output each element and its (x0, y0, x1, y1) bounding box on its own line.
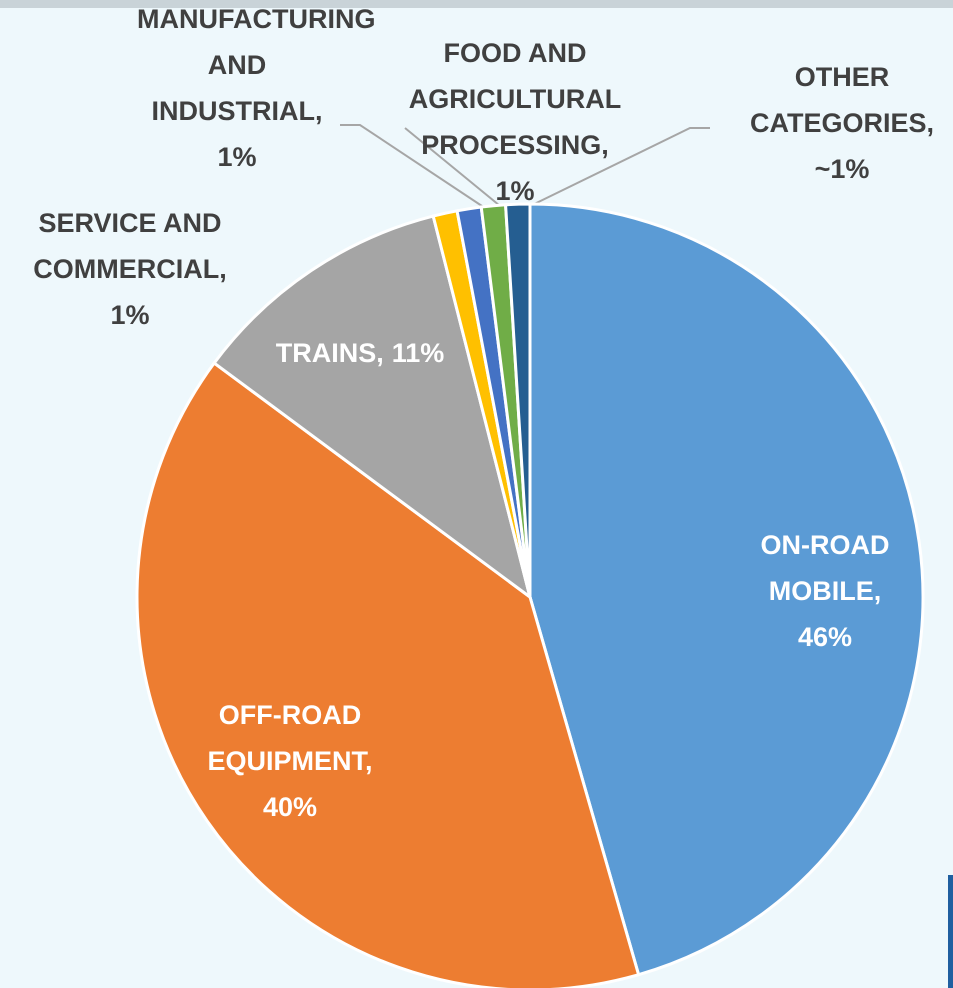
pie-slice (135, 360, 641, 988)
leader-line (404, 127, 506, 211)
slice-name: MANUFACTURING AND INDUSTRIAL, (137, 4, 376, 126)
leader-line (521, 127, 710, 211)
slice-value: 1% (217, 142, 257, 172)
pie-slice (503, 202, 532, 598)
slice-value: 11% (391, 338, 445, 368)
slice-value: 1% (110, 300, 150, 330)
data-label: FOOD AND AGRICULTURAL PROCESSING, 1% (395, 30, 635, 214)
slice-name: OTHER CATEGORIES, (749, 62, 935, 138)
data-label: OFF-ROAD EQUIPMENT, 40% (175, 692, 405, 830)
pie-slice (212, 214, 533, 601)
slice-name: OFF-ROAD EQUIPMENT, (207, 700, 373, 776)
leader-line (340, 124, 489, 211)
data-label: MANUFACTURING AND INDUSTRIAL, 1% (137, 0, 375, 180)
pie-slice (528, 202, 925, 977)
slice-name: TRAINS, (275, 338, 384, 368)
slice-value: 1% (495, 176, 535, 206)
slice-value: 46% (797, 622, 853, 652)
data-label: OTHER CATEGORIES, ~1% (732, 54, 952, 192)
data-label: SERVICE AND COMMERCIAL, 1% (5, 200, 255, 338)
slice-name: SERVICE AND COMMERCIAL, (33, 208, 227, 284)
slice-value: 40% (262, 792, 318, 822)
top-border (0, 0, 953, 8)
slice-value: ~1% (814, 154, 870, 184)
slice-name: FOOD AND AGRICULTURAL PROCESSING, (408, 38, 622, 160)
slice-name: ON-ROAD MOBILE, (760, 530, 890, 606)
edge-accent (948, 875, 953, 988)
data-label: ON-ROAD MOBILE, 46% (730, 522, 920, 660)
data-label: TRAINS, 11% (230, 330, 490, 376)
